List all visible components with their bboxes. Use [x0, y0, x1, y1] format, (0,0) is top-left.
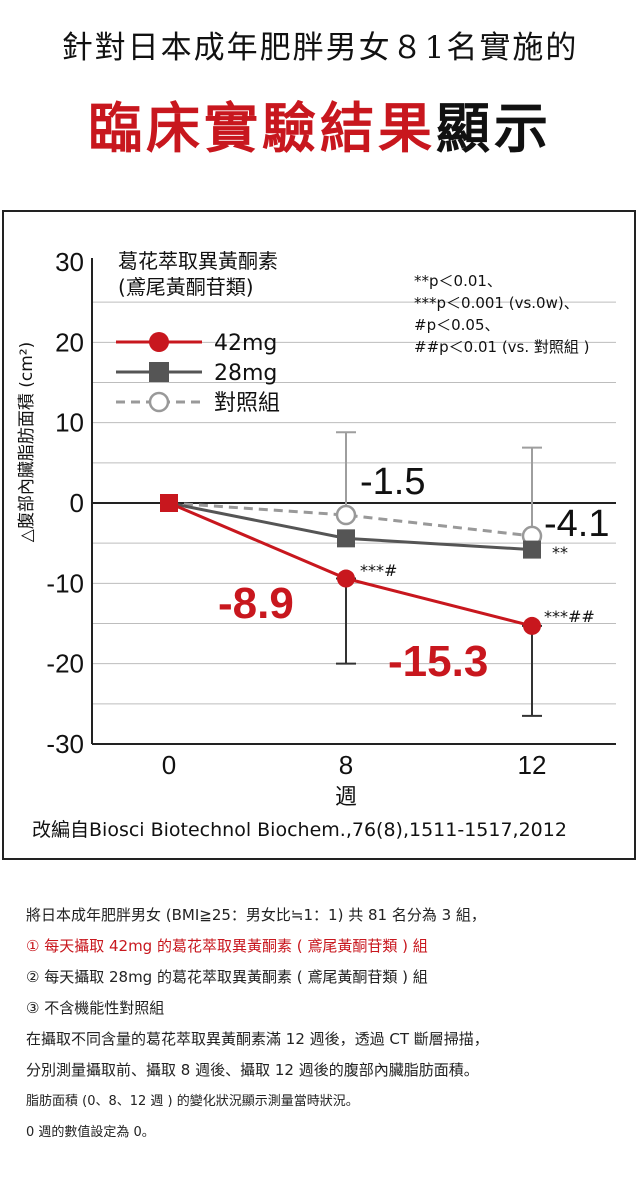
- legend-title: 葛花萃取異黃酮素: [118, 249, 278, 273]
- legend-marker: [148, 391, 170, 413]
- y-tick-label: 10: [55, 408, 84, 438]
- significance-mark: **: [552, 543, 568, 562]
- chart-panel: 30 20 10 0 -10 -20 -30 0 8 12 週 △腹部內臟脂肪面積 (cm²) 葛花萃取…: [2, 210, 636, 860]
- data-point-origin: [160, 494, 178, 512]
- source-citation: 改編自Biosci Biotechnol Biochem.,76(8),1511…: [32, 819, 567, 841]
- description-method2: 分別測量攝取前、攝取 8 週後、攝取 12 週後的腹部內臟脂肪面積。: [26, 1061, 479, 1079]
- y-tick-label: 0: [70, 488, 84, 518]
- description-group1: ① 每天攝取 42mg 的葛花萃取異黃酮素 ( 鳶尾黃酮苷類 ) 組: [26, 937, 428, 955]
- y-tick-label: -30: [46, 729, 84, 759]
- y-tick-label: -20: [46, 649, 84, 679]
- description-note1: 脂肪面積 (0、8、12 週 ) 的變化狀況顯示測量當時狀況。: [26, 1094, 359, 1109]
- significance-note: #p＜0.05、: [414, 316, 500, 334]
- value-label: -4.1: [544, 503, 609, 545]
- legend-marker: [149, 332, 169, 352]
- description-intro: 將日本成年肥胖男女 (BMI≧25：男女比≒1：1) 共 81 名分為 3 組，: [26, 906, 486, 924]
- value-label: -15.3: [388, 637, 488, 686]
- description-note2: 0 週的數值設定為 0。: [26, 1125, 155, 1140]
- legend-label: 對照組: [214, 391, 280, 416]
- data-point: [523, 616, 541, 635]
- significance-note: **p＜0.01、: [414, 272, 502, 290]
- x-axis-label: 週: [335, 785, 357, 810]
- legend-subtitle: (鳶尾黃酮苷類): [118, 275, 254, 299]
- legend-label: 28mg: [214, 361, 277, 386]
- significance-mark: ***##: [544, 607, 595, 626]
- description-method1: 在攝取不同含量的葛花萃取異黃酮素滿 12 週後，透過 CT 斷層掃描，: [26, 1030, 489, 1048]
- legend-marker: [149, 362, 169, 382]
- y-axis-label: △腹部內臟脂肪面積 (cm²): [17, 342, 37, 542]
- y-tick-label: 20: [55, 327, 84, 357]
- headline-red-text: 臨床實驗結果: [88, 96, 436, 160]
- data-point: [523, 540, 541, 559]
- data-point: [335, 504, 357, 526]
- value-label: -1.5: [360, 461, 425, 503]
- line-chart: 30 20 10 0 -10 -20 -30 0 8 12 週 △腹部內臟脂肪面積 (cm²) 葛花萃取…: [17, 247, 616, 841]
- significance-note: ##p＜0.01 (vs. 對照組 ): [414, 338, 590, 356]
- legend-label: 42mg: [214, 331, 277, 356]
- significance-mark: ***#: [360, 561, 397, 580]
- data-point: [337, 569, 355, 588]
- headline-black-text: 顯示: [436, 96, 552, 160]
- data-point: [337, 529, 355, 548]
- x-tick-label: 0: [162, 750, 176, 780]
- x-tick-label: 12: [518, 750, 547, 780]
- headline-line1: 針對日本成年肥胖男女８1名實施的: [61, 30, 579, 66]
- value-label: -8.9: [218, 579, 294, 628]
- y-tick-label: -10: [46, 568, 84, 598]
- description-group2: ② 每天攝取 28mg 的葛花萃取異黃酮素 ( 鳶尾黃酮苷類 ) 組: [26, 968, 428, 986]
- y-tick-label: 30: [55, 247, 84, 277]
- x-tick-label: 8: [339, 750, 353, 780]
- series-line: [168, 501, 533, 538]
- headline-line2: 臨床實驗結果顯示: [0, 84, 640, 163]
- description-block: 將日本成年肥胖男女 (BMI≧25：男女比≒1：1) 共 81 名分為 3 組，…: [26, 900, 626, 1148]
- significance-note: ***p＜0.001 (vs.0w)、: [414, 294, 579, 312]
- description-group3: ③ 不含機能性對照組: [26, 999, 165, 1017]
